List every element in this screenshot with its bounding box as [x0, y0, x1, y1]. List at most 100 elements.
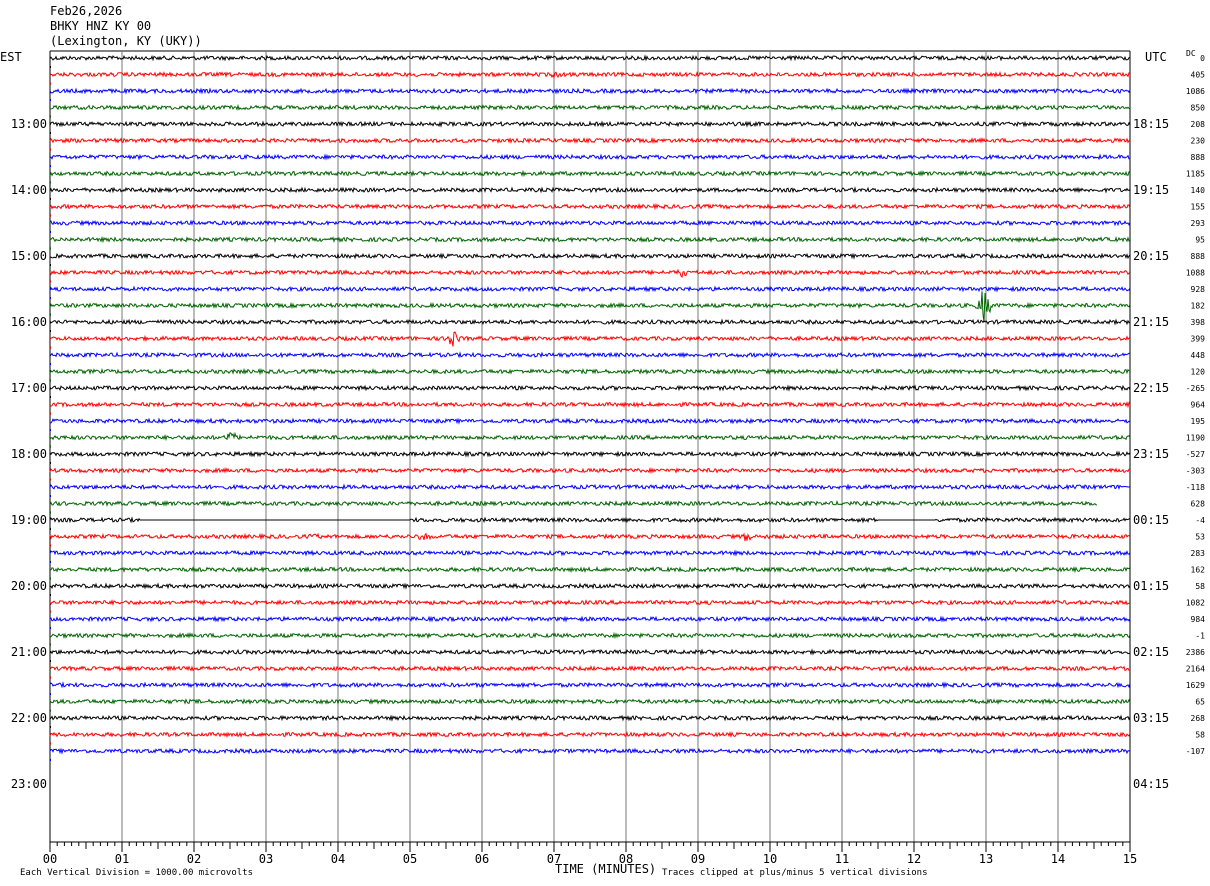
trace-start-marker [50, 412, 51, 415]
right-timezone-label: UTC [1145, 50, 1167, 64]
trace-row [49, 730, 1131, 739]
trace-start-marker [50, 594, 51, 596]
minute-gridlines [49, 50, 1131, 842]
trace-start-marker [50, 132, 51, 134]
trace-start-marker [50, 280, 51, 283]
utc-hour-label: 04:15 [1133, 777, 1169, 791]
dc-offset-label: 283 [1191, 549, 1206, 558]
x-tick-label: 09 [691, 852, 705, 866]
trace-start-marker [50, 297, 51, 299]
vertical-division-note: Each Vertical Division = 1000.00 microvo… [20, 868, 253, 878]
x-tick-label: 07 [547, 852, 561, 866]
trace-row [49, 499, 1097, 508]
trace-row [49, 70, 1131, 79]
trace-row [49, 384, 1131, 392]
trace-row [49, 417, 1131, 425]
trace-start-marker [50, 511, 51, 514]
trace-start-marker [50, 330, 51, 332]
dc-offset-label: 155 [1191, 203, 1206, 212]
trace-row [49, 565, 1131, 574]
x-tick-label: 08 [619, 852, 633, 866]
trace-row [49, 747, 1131, 755]
x-tick-label: 06 [475, 852, 489, 866]
trace-start-marker [50, 577, 51, 580]
dc-offset-label: 140 [1191, 186, 1206, 195]
x-tick-label: 05 [403, 852, 417, 866]
est-hour-label: 21:00 [11, 645, 47, 659]
trace-start-marker [50, 445, 51, 448]
trace-start-marker [50, 610, 51, 613]
trace-row [49, 615, 1131, 623]
trace-start-marker [50, 742, 51, 745]
dc-offset-label: 162 [1191, 566, 1206, 575]
trace-start-marker [50, 379, 51, 382]
trace-row [49, 318, 1131, 326]
dc-offset-label: 888 [1191, 153, 1206, 162]
trace-start-marker [50, 759, 51, 761]
dc-offset-label: 208 [1191, 120, 1206, 129]
trace-start-marker [50, 528, 51, 530]
trace-row [49, 532, 1131, 542]
trace-row [49, 252, 1131, 260]
dc-offset-label: 65 [1195, 698, 1205, 707]
trace-start-marker [50, 165, 51, 167]
dc-offset-label: 405 [1191, 71, 1206, 80]
est-hour-label: 23:00 [11, 777, 47, 791]
trace-start-marker [50, 115, 51, 118]
trace-start-marker [50, 462, 51, 464]
est-hour-label: 16:00 [11, 315, 47, 329]
trace-row [49, 136, 1131, 145]
trace-start-marker [50, 693, 51, 695]
dc-offset-label: -118 [1186, 483, 1205, 492]
dc-offset-label: 53 [1195, 533, 1205, 542]
x-tick-label: 03 [259, 852, 273, 866]
dc-offset-label: 195 [1191, 417, 1206, 426]
hour-labels: 13:00 14:00 15:00 16:00 17:00 18:00 19:00 20:00… [11, 54, 1205, 791]
utc-hour-label: 18:15 [1133, 117, 1169, 131]
dc-offset-label: 399 [1191, 335, 1206, 344]
trace-row [49, 351, 1131, 359]
trace-row [49, 268, 1131, 279]
dc-offset-label: 1088 [1186, 269, 1205, 278]
trace-start-marker [50, 363, 51, 365]
trace-row [49, 631, 1131, 640]
trace-row [49, 367, 1131, 376]
dc-offset-label: 58 [1195, 582, 1205, 591]
est-hour-label: 18:00 [11, 447, 47, 461]
trace-start-marker [50, 396, 51, 398]
trace-start-marker [50, 264, 51, 266]
est-hour-label: 17:00 [11, 381, 47, 395]
trace-start-marker [50, 627, 51, 629]
est-hour-label: 15:00 [11, 249, 47, 263]
est-hour-label: 20:00 [11, 579, 47, 593]
trace-row [49, 235, 1131, 244]
trace-row [49, 219, 1131, 227]
dc-offset-label: -1 [1195, 632, 1205, 641]
dc-offset-label: -4 [1195, 516, 1205, 525]
trace-start-marker [50, 676, 51, 679]
dc-offset-label: 58 [1195, 731, 1205, 740]
x-tick-label: 00 [43, 852, 57, 866]
trace-row [49, 285, 1131, 293]
trace-start-marker [50, 181, 51, 184]
left-timezone-label: EST [0, 50, 22, 64]
trace-start-marker [50, 478, 51, 481]
utc-hour-label: 03:15 [1133, 711, 1169, 725]
clip-note: Traces clipped at plus/minus 5 vertical … [662, 868, 928, 878]
trace-row [49, 549, 1131, 557]
trace-start-marker [50, 495, 51, 497]
trace-start-marker [50, 429, 51, 431]
dc-offset-label: 398 [1191, 318, 1206, 327]
dc-offset-label: 2386 [1186, 648, 1205, 657]
trace-start-marker [50, 82, 51, 85]
trace-start-marker [50, 214, 51, 217]
dc-offset-label: 850 [1191, 104, 1206, 113]
trace-start-marker [50, 198, 51, 200]
trace-row [49, 103, 1131, 112]
dc-offset-label: 95 [1195, 236, 1205, 245]
utc-hour-label: 21:15 [1133, 315, 1169, 329]
trace-start-marker [50, 643, 51, 646]
utc-hour-label: 22:15 [1133, 381, 1169, 395]
dc-offset-label: 0 [1200, 54, 1205, 63]
